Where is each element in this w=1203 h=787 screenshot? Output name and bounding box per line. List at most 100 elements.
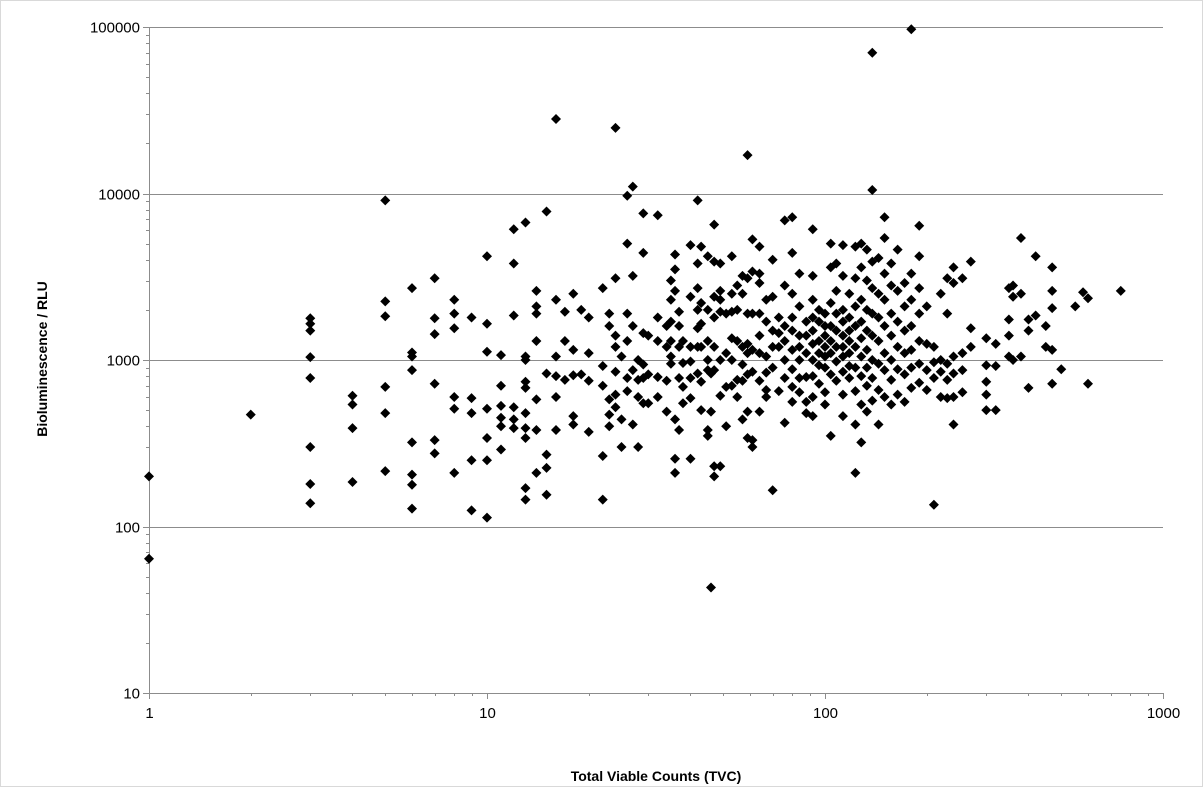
data-point: [616, 442, 627, 453]
data-point: [861, 344, 872, 355]
data-point: [861, 380, 872, 391]
data-point: [787, 364, 798, 375]
data-point: [948, 262, 959, 273]
data-point: [732, 336, 743, 347]
data-point: [407, 479, 418, 490]
data-point: [627, 365, 638, 376]
data-point: [779, 372, 790, 383]
data-point: [892, 316, 903, 327]
data-point: [906, 321, 917, 332]
y-tick-label: 10000: [98, 187, 140, 204]
data-point: [856, 294, 867, 305]
data-point: [747, 344, 758, 355]
data-point: [696, 241, 707, 252]
data-point: [702, 355, 713, 365]
data-point: [820, 399, 830, 410]
data-point: [677, 398, 688, 409]
data-point: [305, 352, 316, 363]
data-point: [807, 270, 818, 281]
data-point: [520, 217, 531, 228]
data-point: [665, 351, 676, 362]
data-point: [709, 471, 720, 482]
data-point: [652, 210, 663, 221]
data-point: [449, 467, 460, 478]
data-point: [844, 348, 855, 359]
data-point: [638, 247, 649, 258]
data-point: [696, 341, 707, 352]
data-point: [837, 240, 848, 251]
data-point: [531, 308, 542, 319]
data-point: [482, 512, 492, 523]
data-point: [305, 498, 316, 509]
data-point: [935, 355, 946, 365]
data-point: [692, 195, 703, 206]
data-point: [568, 419, 579, 430]
data-point: [921, 385, 932, 396]
data-point: [837, 330, 848, 341]
data-point: [867, 308, 878, 319]
data-point: [914, 251, 925, 262]
data-point: [1003, 314, 1014, 325]
data-point: [787, 312, 798, 323]
data-point: [831, 308, 842, 319]
data-point: [1023, 325, 1034, 336]
data-point: [622, 190, 633, 201]
data-point: [627, 321, 638, 332]
data-point: [850, 362, 861, 373]
data-point: [559, 374, 570, 385]
data-point: [429, 273, 440, 284]
data-point: [665, 358, 676, 369]
data-point: [495, 400, 506, 411]
data-point: [661, 375, 672, 386]
data-point: [627, 419, 638, 430]
data-point: [787, 396, 798, 407]
data-point: [1083, 293, 1094, 304]
data-point: [928, 372, 939, 383]
data-point: [737, 359, 748, 370]
data-point: [886, 330, 897, 341]
data-point: [886, 308, 897, 319]
data-point: [347, 423, 358, 434]
data-point: [305, 442, 316, 453]
data-point: [773, 386, 784, 397]
data-point: [879, 268, 890, 279]
data-point: [879, 321, 890, 332]
data-point: [610, 389, 621, 400]
data-point: [407, 469, 418, 480]
data-point: [867, 372, 878, 383]
data-point: [906, 294, 917, 305]
data-point: [892, 285, 903, 296]
data-point: [610, 273, 621, 284]
data-point: [867, 330, 878, 341]
data-point: [861, 275, 872, 286]
data-point: [604, 308, 615, 319]
data-point: [861, 362, 872, 373]
data-point: [715, 461, 726, 472]
data-point: [732, 280, 743, 291]
data-point: [773, 328, 784, 339]
data-point: [957, 348, 968, 359]
data-point: [754, 308, 765, 319]
data-point: [831, 341, 842, 352]
data-point: [867, 184, 878, 195]
data-point: [407, 365, 418, 376]
data-point: [685, 291, 696, 302]
data-point: [449, 294, 460, 305]
data-point: [550, 294, 561, 305]
data-point: [873, 385, 884, 396]
data-point: [715, 355, 726, 365]
data-point: [576, 369, 587, 380]
data-point: [604, 394, 615, 405]
data-point: [825, 321, 836, 332]
data-point: [541, 449, 552, 460]
data-point: [568, 411, 579, 422]
data-point: [726, 355, 737, 365]
data-point: [449, 308, 460, 319]
data-point: [773, 341, 784, 352]
data-point: [981, 405, 992, 416]
data-point: [550, 371, 561, 382]
data-point: [754, 330, 765, 341]
data-point: [794, 330, 805, 341]
